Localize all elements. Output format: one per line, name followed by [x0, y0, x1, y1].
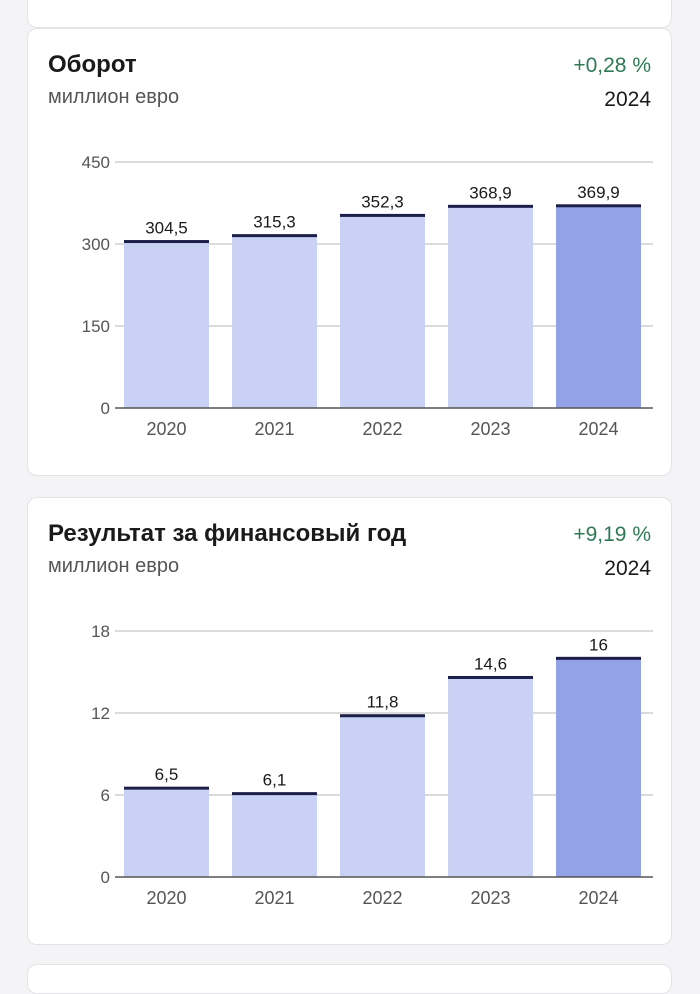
x-tick-label: 2022 — [362, 419, 402, 439]
y-tick-label: 450 — [82, 153, 110, 172]
data-label: 11,8 — [367, 693, 399, 712]
bar — [232, 793, 317, 877]
card-unit: миллион евро — [48, 86, 180, 108]
annual-result-card: Результат за финансовый год миллион евро… — [27, 497, 672, 945]
year-label: 2024 — [604, 88, 651, 111]
x-tick-label: 2024 — [578, 888, 618, 908]
bar — [124, 788, 209, 877]
y-tick-label: 0 — [101, 399, 110, 418]
data-label: 304,5 — [145, 219, 188, 238]
data-label: 369,9 — [577, 183, 620, 202]
bar-cap — [340, 213, 425, 217]
bar — [340, 215, 425, 408]
y-tick-label: 12 — [91, 704, 110, 723]
data-label: 14,6 — [474, 654, 507, 673]
bar-cap — [124, 786, 209, 790]
bar-cap — [448, 675, 533, 679]
bar — [340, 715, 425, 877]
change-badge: +9,19 % — [573, 523, 651, 546]
data-label: 315,3 — [253, 213, 296, 232]
x-tick-label: 2023 — [470, 888, 510, 908]
x-tick-label: 2020 — [146, 419, 186, 439]
bar-cap — [340, 714, 425, 718]
previous-card — [27, 0, 672, 28]
data-label: 6,1 — [263, 771, 287, 790]
y-tick-label: 300 — [82, 235, 110, 254]
bar-cap — [232, 234, 317, 238]
bar-cap — [232, 792, 317, 796]
y-tick-label: 0 — [101, 868, 110, 887]
y-tick-label: 150 — [82, 317, 110, 336]
bar — [448, 206, 533, 408]
bar — [556, 205, 641, 408]
bar-cap — [124, 240, 209, 244]
y-tick-label: 18 — [91, 622, 110, 641]
bar — [232, 235, 317, 408]
data-label: 16 — [589, 635, 608, 654]
bar-cap — [556, 204, 641, 208]
data-label: 368,9 — [469, 183, 512, 202]
bar-cap — [448, 204, 533, 208]
x-tick-label: 2021 — [254, 888, 294, 908]
x-tick-label: 2023 — [470, 419, 510, 439]
change-badge: +0,28 % — [573, 54, 651, 77]
card-unit: миллион евро — [48, 555, 180, 577]
data-label: 352,3 — [361, 192, 404, 211]
annual-result-bar-chart: 0 6 12 18 6,5 2020 6,1 2021 11,8 2022 14,6 2023 16 20… — [91, 622, 653, 908]
bar — [124, 241, 209, 408]
x-tick-label: 2022 — [362, 888, 402, 908]
x-tick-label: 2024 — [578, 419, 618, 439]
y-tick-label: 6 — [101, 786, 110, 805]
x-tick-label: 2021 — [254, 419, 294, 439]
bar — [448, 677, 533, 877]
turnover-card: Оборот миллион евро +0,28 % 2024 0 150 300… — [27, 28, 672, 476]
turnover-bar-chart: 0 150 300 450 304,5 2020 315,3 2021 352,3 2022 368… — [82, 153, 653, 439]
bar — [556, 658, 641, 877]
data-label: 6,5 — [155, 765, 179, 784]
card-title: Результат за финансовый год — [48, 520, 407, 547]
year-label: 2024 — [604, 557, 651, 580]
card-title: Оборот — [48, 51, 137, 78]
x-tick-label: 2020 — [146, 888, 186, 908]
bar-cap — [556, 656, 641, 660]
